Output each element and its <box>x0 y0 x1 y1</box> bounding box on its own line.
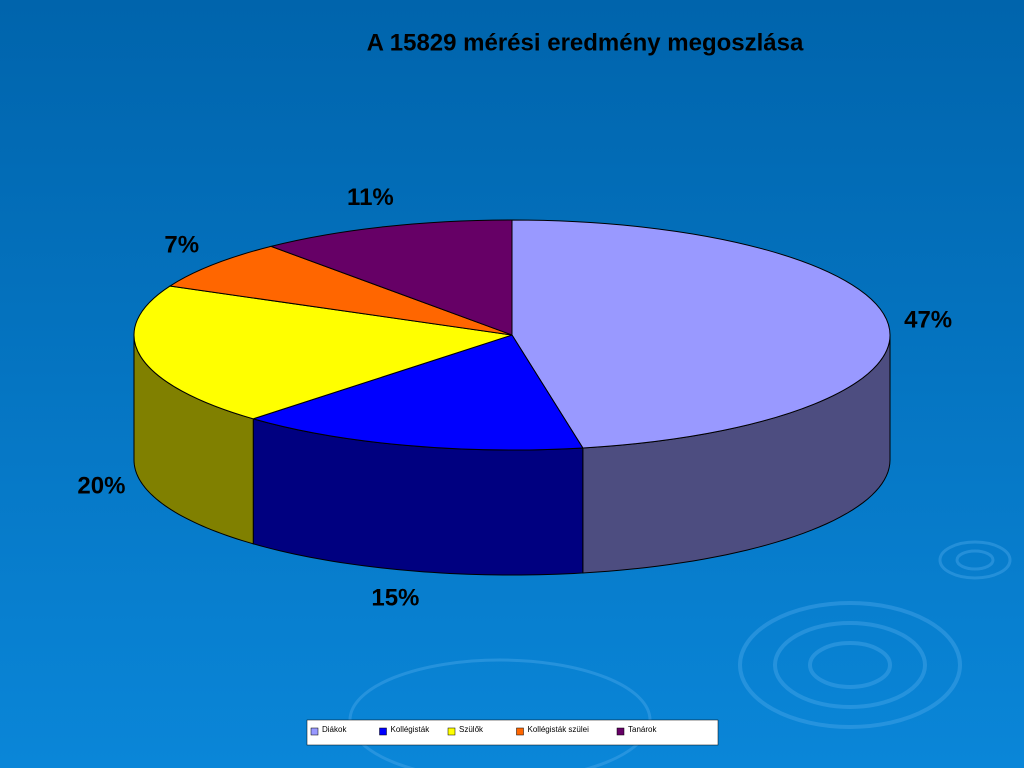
slice <box>133 285 513 420</box>
slice <box>269 219 513 336</box>
legend-label: Szülők <box>459 725 484 734</box>
data-label: 47% <box>904 307 952 334</box>
legend-label: Tanárok <box>628 725 657 734</box>
legend-label: Kollégisták <box>391 725 431 734</box>
legend-label: Kollégisták szülei <box>528 725 590 734</box>
legend-swatch <box>616 727 625 736</box>
data-label: 7% <box>164 231 199 258</box>
legend <box>306 719 719 746</box>
legend-swatch <box>447 727 456 736</box>
data-label: 20% <box>77 473 125 500</box>
legend-label: Diákok <box>322 725 347 734</box>
slice <box>251 334 584 451</box>
pie: 47% 15% 20% 7% 11% <box>77 184 952 612</box>
chart-title: A 15829 mérési eredmény megoszlása <box>367 29 804 56</box>
slice <box>168 245 513 336</box>
legend-swatch <box>516 727 524 736</box>
legend-swatch <box>379 727 387 736</box>
data-label: 15% <box>371 585 419 612</box>
slice <box>511 219 891 449</box>
data-label: 11% <box>347 184 394 211</box>
legend-items: Diákok Kollégisták Szülők Kollégisták szüle… <box>310 725 657 736</box>
legend-swatch <box>310 727 319 736</box>
